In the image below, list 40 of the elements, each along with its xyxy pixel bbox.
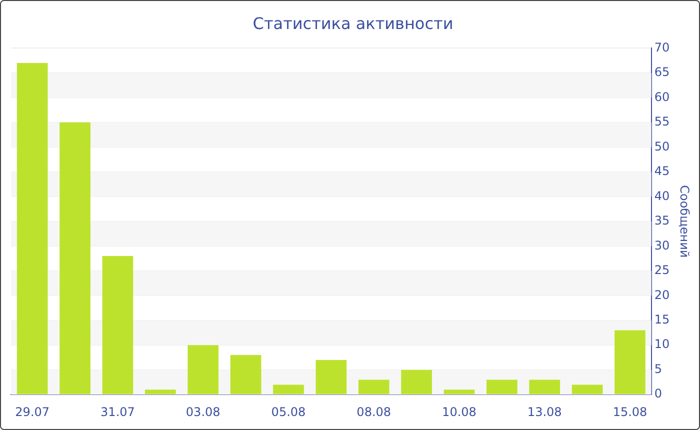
bar bbox=[572, 384, 603, 394]
y-tick-label: 70 bbox=[654, 40, 670, 54]
bar bbox=[16, 63, 48, 394]
bar bbox=[144, 390, 176, 394]
x-tick-label: 10.08 bbox=[442, 404, 476, 419]
x-tick-label: 29.07 bbox=[15, 404, 50, 419]
y-axis-title: Сообщений bbox=[678, 185, 692, 258]
y-tick-label: 5 bbox=[654, 362, 662, 376]
bar bbox=[358, 380, 390, 394]
y-tick-label: 40 bbox=[654, 188, 670, 203]
bar bbox=[316, 360, 347, 394]
y-tick-label: 10 bbox=[654, 337, 670, 352]
y-tick-label: 0 bbox=[654, 386, 662, 401]
bar bbox=[60, 122, 90, 394]
y-tick-label: 60 bbox=[654, 90, 670, 104]
y-tick-label: 25 bbox=[654, 263, 670, 278]
y-tick-label: 20 bbox=[654, 288, 670, 302]
y-tick-label: 55 bbox=[654, 114, 670, 129]
x-tick-label: 13.08 bbox=[527, 404, 562, 419]
y-tick-label: 30 bbox=[654, 238, 670, 252]
y-tick-label: 45 bbox=[654, 164, 670, 178]
bar bbox=[102, 256, 134, 394]
bar bbox=[486, 380, 518, 394]
bar bbox=[614, 330, 646, 394]
bar bbox=[444, 390, 475, 394]
x-tick-label: 05.08 bbox=[271, 404, 306, 419]
y-tick-label: 15 bbox=[654, 312, 670, 326]
y-tick-label: 65 bbox=[654, 65, 670, 80]
x-tick-label: 03.08 bbox=[186, 404, 220, 419]
bar bbox=[401, 370, 432, 394]
bar bbox=[529, 380, 560, 394]
bar bbox=[188, 345, 219, 394]
x-tick-label: 15.08 bbox=[612, 404, 648, 419]
bar bbox=[273, 384, 304, 394]
chart-title: Статистика активности bbox=[252, 14, 454, 33]
y-tick-label: 50 bbox=[654, 139, 670, 154]
x-tick-label: 31.07 bbox=[100, 404, 135, 419]
y-tick-label: 35 bbox=[654, 214, 670, 228]
x-tick-label: 08.08 bbox=[356, 404, 392, 419]
bar bbox=[230, 355, 262, 394]
